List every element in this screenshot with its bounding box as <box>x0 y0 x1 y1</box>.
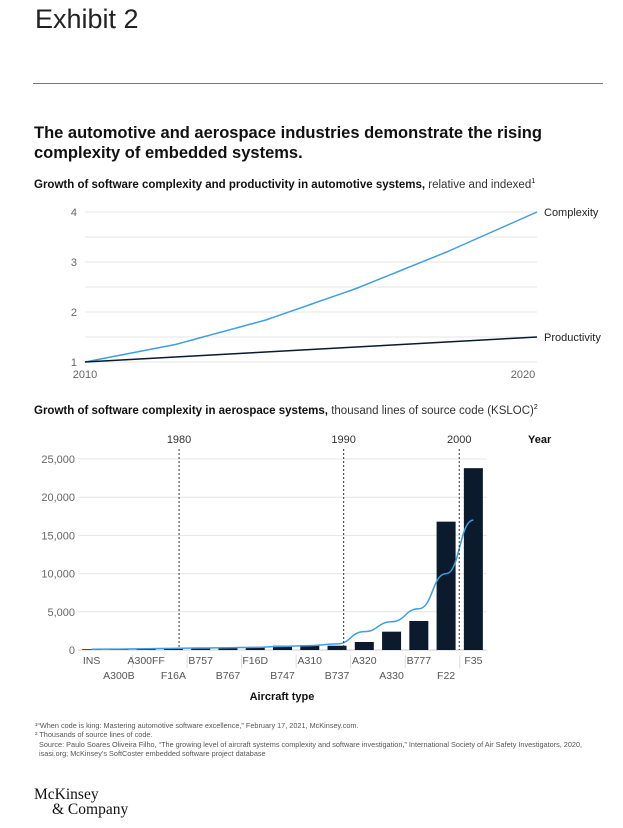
year-marker-label: 1980 <box>167 434 191 446</box>
footnote-2: ² Thousands of source lines of code. <box>35 730 153 740</box>
x-tick-label: 2020 <box>511 369 535 381</box>
chart1-title-bold: Growth of software complexity and produc… <box>34 178 426 191</box>
footnotes: ¹“When code is king: Mastering automotiv… <box>35 721 595 758</box>
bar-B757 <box>191 647 211 650</box>
bar-B737 <box>327 645 347 650</box>
chart2-title-bold: Growth of software complexity in aerospa… <box>34 404 328 417</box>
series-line-complexity <box>84 211 538 363</box>
category-label: A300B <box>103 670 135 682</box>
category-label: A300FF <box>127 655 164 667</box>
trend-line <box>91 519 474 650</box>
footnote-ref: 1 <box>531 178 536 185</box>
category-label: B737 <box>325 670 350 682</box>
year-marker-label: 2000 <box>447 434 471 446</box>
mckinsey-logo: McKinsey & Company <box>34 786 129 818</box>
category-label: F16A <box>161 670 186 682</box>
chart2-subtitle: thousand lines of source code (KSLOC) <box>331 404 534 417</box>
source-note: Source: Paulo Soares Oliveira Filho, “Th… <box>39 739 583 758</box>
series-line-productivity <box>84 336 538 363</box>
category-label: F35 <box>464 655 482 667</box>
y-tick-label: 10,000 <box>41 569 75 581</box>
bar-A330 <box>382 631 402 650</box>
y-tick-label: 4 <box>71 207 77 219</box>
y-tick-label: 20,000 <box>41 492 75 504</box>
x-tick-label: 2010 <box>73 369 97 381</box>
category-label: B777 <box>407 655 432 667</box>
exhibit-label: Exhibit 2 <box>35 4 139 34</box>
footnote-1: ¹“When code is king: Mastering automotiv… <box>35 721 359 730</box>
bar-A320 <box>354 641 374 650</box>
category-label: B757 <box>188 655 213 667</box>
bar-F22 <box>436 521 456 650</box>
category-label: F16D <box>242 655 268 667</box>
category-label: INS <box>83 655 101 667</box>
bar-A310 <box>300 645 320 650</box>
series-label: Complexity <box>544 207 599 219</box>
bar-B767 <box>218 647 238 650</box>
y-tick-label: 15,000 <box>41 530 75 542</box>
chart2-title: Growth of software complexity in aerospa… <box>34 404 538 417</box>
category-label: B767 <box>216 670 241 682</box>
logo-line-1: McKinsey <box>34 786 99 803</box>
y-tick-label: 5,000 <box>47 607 75 619</box>
category-label: F22 <box>437 670 455 682</box>
category-label: A320 <box>352 655 377 667</box>
category-label: A330 <box>379 670 404 682</box>
bar-INS <box>82 649 102 650</box>
bar-F16D <box>245 646 265 650</box>
year-axis-label: Year <box>528 434 552 446</box>
category-label: B747 <box>270 670 295 682</box>
headline: The automotive and aerospace industries … <box>34 124 542 162</box>
x-axis-label: Aircraft type <box>250 691 315 703</box>
y-tick-label: 25,000 <box>41 454 75 466</box>
chart1-subtitle: relative and indexed <box>428 178 532 191</box>
series-label: Productivity <box>544 332 601 344</box>
divider <box>33 83 603 84</box>
category-label: A310 <box>298 655 323 667</box>
y-tick-label: 3 <box>71 257 77 269</box>
y-tick-label: 2 <box>71 307 77 319</box>
bar-B777 <box>409 620 429 650</box>
y-tick-label: 1 <box>71 357 77 369</box>
bar-F35 <box>463 468 483 650</box>
logo-line-2: & Company <box>52 801 129 818</box>
bar-B747 <box>273 645 292 650</box>
year-marker-label: 1990 <box>331 434 355 446</box>
y-tick-label: 0 <box>69 645 75 657</box>
chart1-title: Growth of software complexity and produc… <box>34 178 535 191</box>
footnote-ref: 2 <box>533 404 538 411</box>
